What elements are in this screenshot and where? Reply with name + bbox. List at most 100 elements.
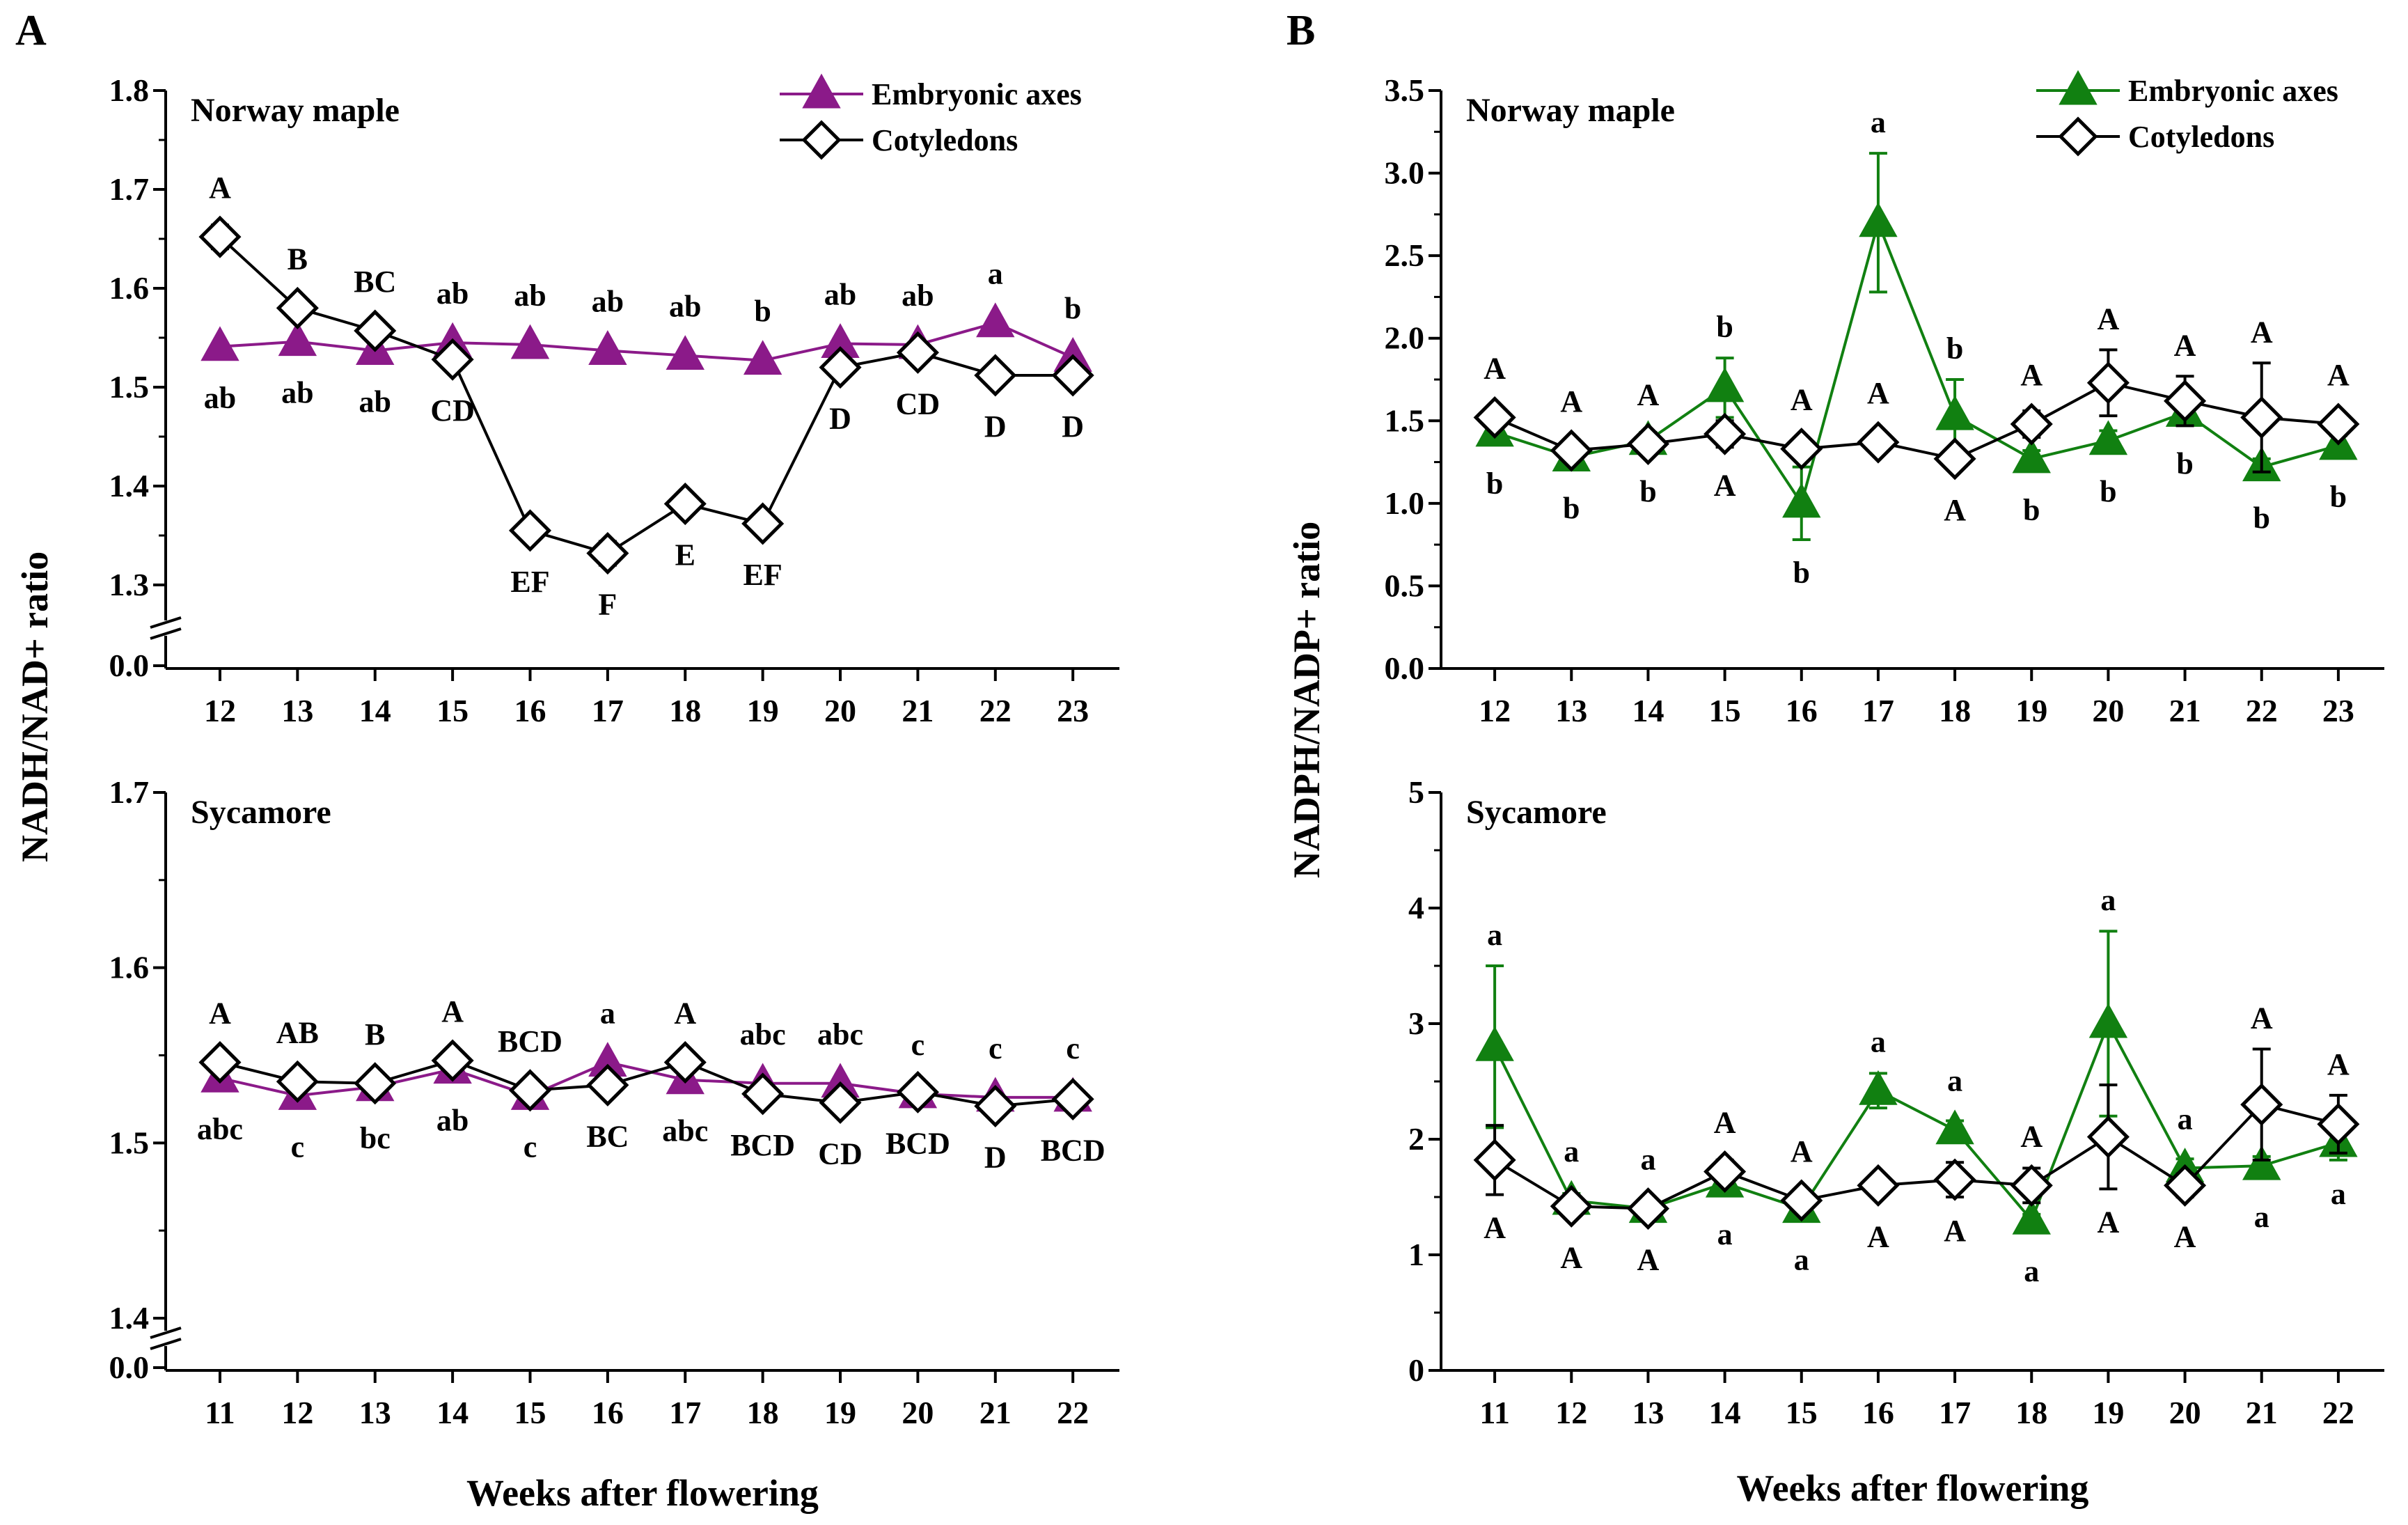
significance-label: A: [2020, 358, 2043, 392]
x-tick-label: 19: [2092, 1395, 2124, 1430]
y-axis-title: NADPH/NADP+ ratio: [1286, 522, 1328, 878]
series-line: [219, 235, 1073, 555]
x-tick-label: 17: [669, 1395, 701, 1430]
axis-break-mark: [150, 627, 182, 640]
y-tick-label: 2: [1408, 1121, 1424, 1157]
x-tick-label: 20: [902, 1395, 934, 1430]
significance-label: b: [2330, 480, 2347, 514]
data-point-triangle: [1705, 367, 1745, 402]
legend-label: Embryonic axes: [872, 77, 1082, 111]
significance-label: a: [1947, 1064, 1962, 1098]
significance-label: A: [2251, 1001, 2273, 1035]
significance-label: a: [1487, 918, 1502, 952]
significance-label: c: [1066, 1031, 1080, 1065]
x-tick-label: 22: [1057, 1395, 1089, 1430]
legend-diamond-marker: [801, 120, 842, 160]
panel-letter-a: A: [15, 7, 47, 54]
significance-label: A: [1791, 1134, 1813, 1168]
data-point-diamond: [1780, 428, 1823, 471]
x-tick-label: 22: [2246, 693, 2278, 728]
significance-label: a: [600, 996, 615, 1031]
data-point-triangle: [1935, 395, 1974, 430]
significance-label: abc: [817, 1017, 863, 1051]
chart-A-top: 1.3 1.4 1.5 1.6 1.7 1.8 0.0 12 13 14 15 16 17 18 19 20 2…: [14, 72, 1119, 862]
x-tick-label: 21: [979, 1395, 1012, 1430]
data-point-diamond: [1473, 396, 1516, 439]
data-point-triangle: [2088, 1003, 2128, 1038]
data-point-diamond: [1473, 1139, 1516, 1182]
subplot-title: Sycamore: [191, 794, 331, 831]
data-point-diamond: [508, 509, 552, 552]
x-tick-label: 17: [1862, 693, 1894, 728]
x-tick-label: 13: [1632, 1395, 1664, 1430]
data-point-diamond: [819, 1081, 862, 1124]
x-tick-label: 21: [2246, 1395, 2278, 1430]
data-point-diamond: [198, 1041, 242, 1084]
data-point-diamond: [741, 502, 785, 545]
significance-label: A: [2098, 1205, 2120, 1239]
data-point-diamond: [198, 215, 242, 258]
y-tick-label: 5: [1408, 774, 1424, 810]
data-point-triangle: [588, 330, 627, 365]
significance-label: ab: [436, 1104, 469, 1138]
series-embryonic-axes: [1475, 930, 2358, 1235]
x-tick-label: 21: [902, 693, 934, 728]
series-cotyledons: [1473, 348, 2360, 480]
significance-label: A: [1791, 383, 1813, 417]
significance-label: a: [2254, 1200, 2269, 1234]
significance-label: A: [2251, 315, 2273, 349]
significance-label: ab: [281, 376, 313, 410]
data-point-diamond: [2164, 380, 2207, 423]
data-point-diamond: [2164, 1164, 2207, 1207]
significance-label: b: [1793, 556, 1810, 590]
x-tick-label: 13: [1555, 693, 1587, 728]
x-tick-label: 14: [359, 693, 391, 728]
significance-label: CD: [818, 1136, 863, 1171]
significance-label: ab: [669, 290, 701, 324]
x-tick-label: 19: [2015, 693, 2047, 728]
chart-A-bottom: 1.4 1.5 1.6 1.7 0.0 11 12 13 14 15 16 17 18 19 20 21 22 S…: [109, 774, 1119, 1514]
series-embryonic-axes: [1475, 152, 2358, 542]
data-point-diamond: [508, 1069, 552, 1112]
y-tick-label: 0.5: [1385, 568, 1425, 603]
significance-label: D: [1062, 409, 1084, 444]
x-axis-title: Weeks after flowering: [466, 1472, 819, 1514]
x-tick-label: 14: [436, 1395, 469, 1430]
y-tick-label: 3.0: [1385, 155, 1425, 191]
x-tick-label: 15: [436, 693, 469, 728]
significance-label: b: [1563, 491, 1580, 525]
significance-label: abc: [740, 1017, 786, 1051]
significance-label: A: [209, 171, 231, 205]
significance-label: b: [1946, 331, 1963, 366]
series-cotyledons: [1473, 1047, 2360, 1230]
data-point-triangle: [2088, 420, 2128, 455]
y-tick-label: 1.5: [109, 1125, 150, 1160]
significance-label: A: [2327, 358, 2350, 392]
y-tick-label: 1.8: [109, 72, 150, 108]
x-tick-label: 13: [359, 1395, 391, 1430]
x-tick-label: 17: [592, 693, 624, 728]
data-point-triangle: [666, 335, 705, 370]
data-point-diamond: [896, 331, 939, 374]
data-point-triangle: [743, 340, 782, 375]
x-tick-label: 16: [514, 693, 546, 728]
data-point-triangle: [1475, 1026, 1514, 1061]
legend: Embryonic axes Cotyledons: [2036, 70, 2338, 157]
significance-label: A: [674, 996, 696, 1031]
significance-label: ab: [204, 381, 236, 415]
significance-label: a: [1640, 1143, 1655, 1177]
legend-label: Embryonic axes: [2128, 74, 2338, 108]
data-point-diamond: [2086, 361, 2130, 405]
series-cotyledons: [198, 215, 1094, 575]
significance-label: abc: [197, 1112, 243, 1146]
significance-label: A: [1714, 1105, 1736, 1139]
significance-label: A: [1560, 384, 1582, 419]
significance-label: A: [1867, 1219, 1889, 1253]
x-tick-label: 11: [1479, 1395, 1509, 1430]
data-point-diamond: [1933, 1158, 1976, 1201]
y-tick-label: 1.4: [109, 468, 150, 503]
series-line: [1493, 1020, 2339, 1223]
significance-label: abc: [662, 1114, 708, 1148]
data-point-diamond: [1780, 1179, 1823, 1222]
